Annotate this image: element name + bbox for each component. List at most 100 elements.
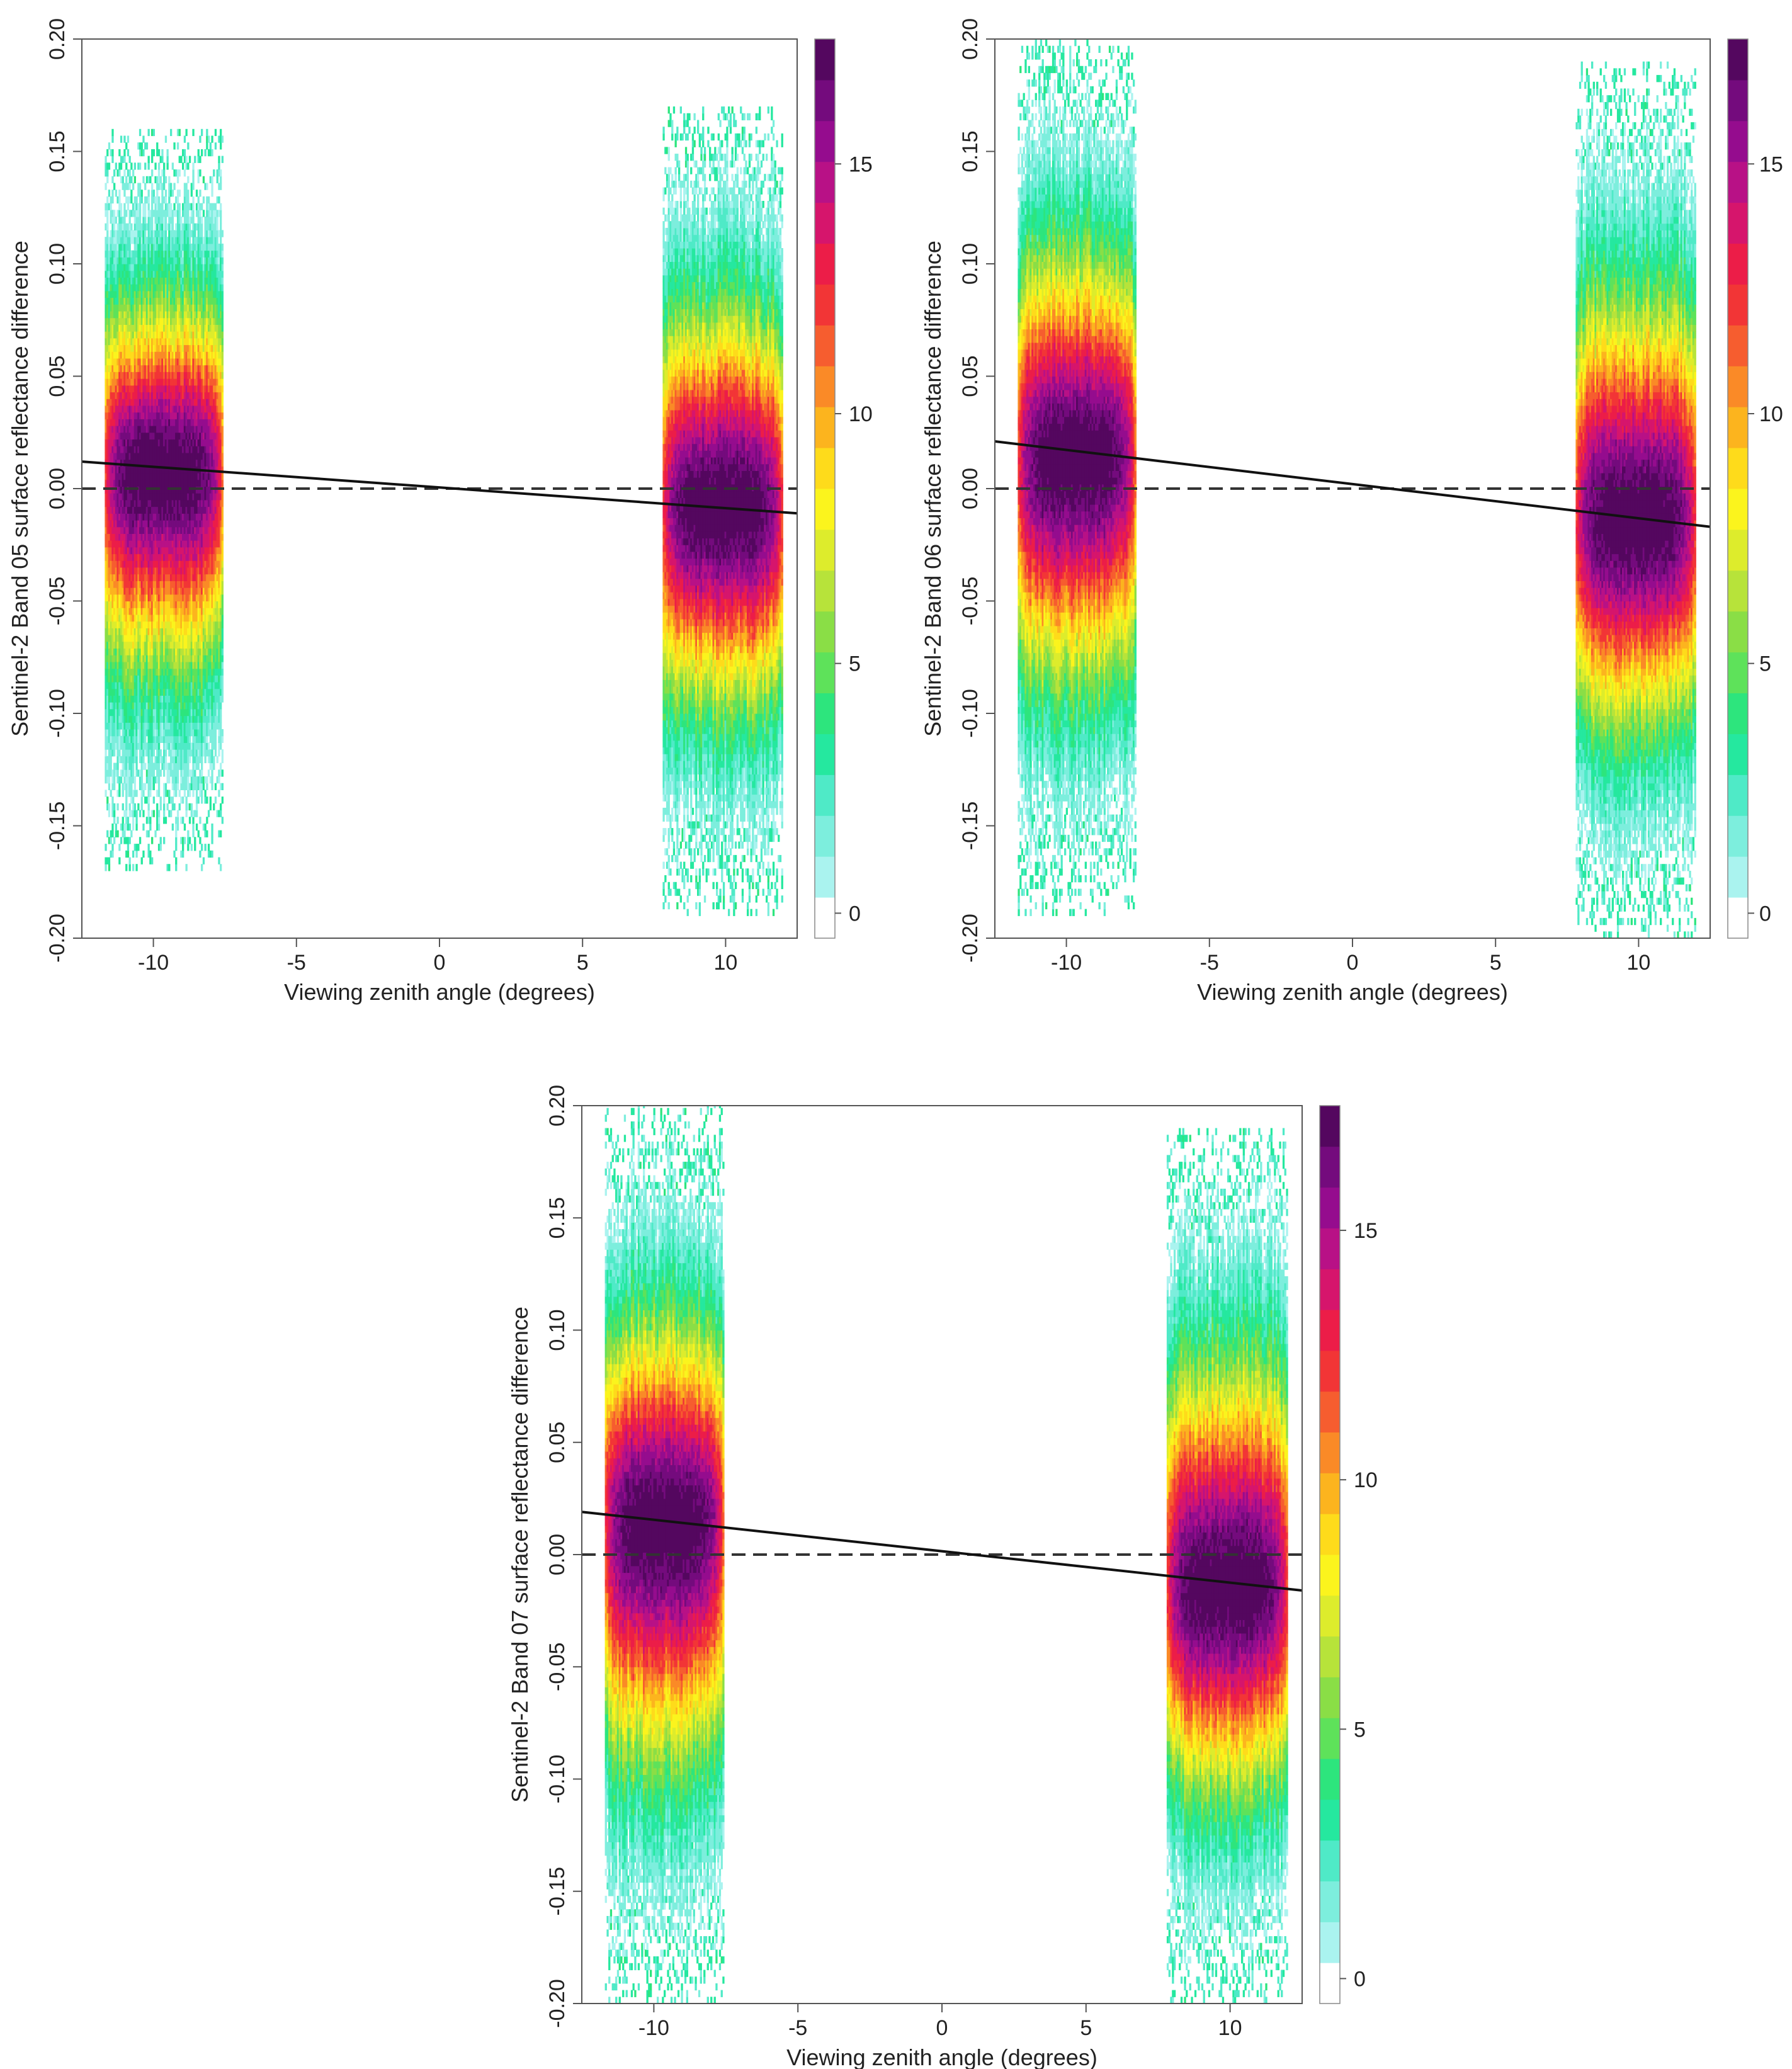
density-cell [145,668,149,676]
density-cell [164,203,167,210]
density-cell [168,196,171,204]
density-cell [147,621,150,628]
density-cell [137,466,140,473]
density-cell [166,412,169,419]
density-cell [161,708,164,717]
density-cell [127,183,130,190]
density-cell [164,210,167,217]
density-cell [127,668,130,676]
density-cell [113,479,116,487]
density-cell [147,850,150,858]
density-cell [130,601,133,608]
density-cell [151,270,154,278]
density-cell [152,762,155,770]
density-cell [116,776,119,784]
density-cell [127,196,130,204]
density-cell [115,250,117,258]
density-cell [140,399,143,406]
density-cell [123,506,126,514]
density-cell [120,344,123,352]
density-cell [111,668,114,676]
density-cell [128,749,131,757]
density-cell [144,466,147,473]
density-cell [133,742,136,750]
density-cell [168,419,171,426]
density-cell [140,237,143,244]
density-cell [127,783,130,790]
density-cell [139,722,142,730]
density-cell [106,648,109,655]
density-cell [144,284,147,292]
density-cell [142,715,145,723]
density-cell [152,742,155,750]
density-cell [137,628,140,635]
density-cell [116,587,119,595]
density-cell [152,297,155,305]
density-cell [151,419,154,426]
density-cell [130,581,133,588]
density-cell [139,641,142,649]
density-cell [152,426,155,433]
density-cell [149,371,152,379]
density-cell [142,560,145,568]
density-cell [123,722,126,730]
density-cell [164,466,167,473]
density-cell [132,574,135,581]
density-cell [133,601,136,608]
density-cell [113,351,116,359]
density-cell [156,358,159,366]
density-cell [127,844,130,851]
density-cell [127,385,130,393]
density-cell [118,217,121,224]
density-cell [127,594,130,602]
density-cell [135,392,138,399]
density-cell [128,392,131,399]
density-cell [145,533,149,541]
density-cell [142,210,145,217]
density-cell [106,628,109,635]
density-cluster-negative-vza [105,128,224,871]
density-cell [139,742,142,750]
density-cell [161,675,164,683]
density-cell [132,655,135,662]
density-cell [108,297,111,305]
density-cell [168,567,171,575]
density-cell [115,762,117,770]
density-cell [133,682,136,689]
density-cell [106,196,109,204]
density-cell [145,560,149,568]
density-cell [166,399,169,406]
density-cell [108,587,111,595]
density-cell [140,702,143,710]
density-cell [133,284,136,292]
density-cell [164,479,167,487]
density-cell [132,399,135,406]
density-cell [144,547,147,555]
density-cell [142,385,145,393]
density-cell [156,513,159,521]
density-cell [144,419,147,426]
density-cell [142,446,145,453]
density-cell [140,688,143,696]
density-cell [132,392,135,399]
density-cell [151,749,154,757]
density-cell [140,594,143,602]
density-cell [120,486,123,494]
density-cell [139,621,142,628]
density-cell [113,553,116,561]
density-cell [176,142,179,150]
density-cell [149,722,152,730]
density-cell [123,837,126,844]
density-cell [123,243,126,251]
density-cell [105,574,107,581]
density-cell [195,190,198,197]
density-cell [140,317,143,325]
density-cell [178,203,181,210]
density-cell [137,452,140,460]
density-cell [118,783,121,790]
density-cell [128,560,131,568]
density-cell [163,432,166,439]
density-cell [127,688,130,696]
density-cell [151,756,154,764]
density-cell [154,162,157,170]
